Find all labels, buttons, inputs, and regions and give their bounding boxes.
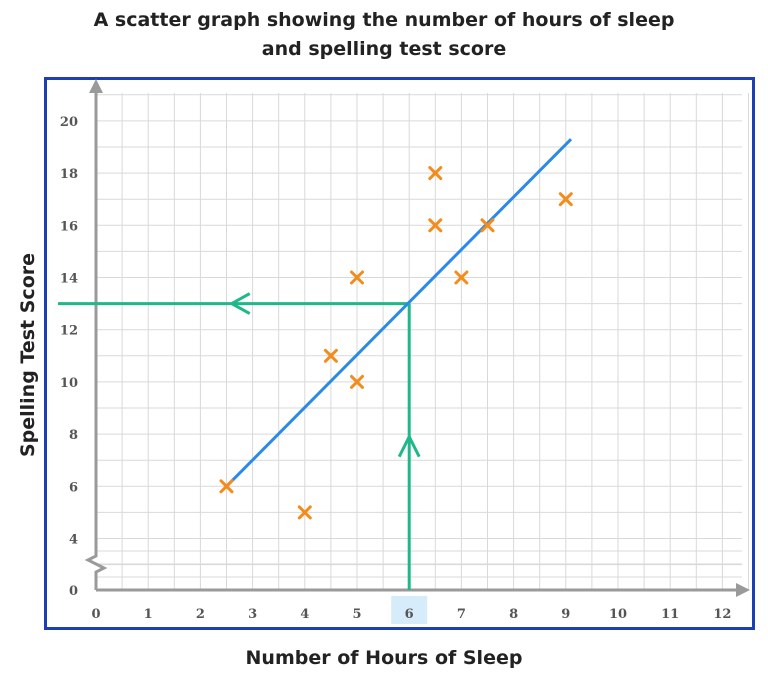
- y-axis: [84, 89, 108, 590]
- data-point: [350, 374, 364, 389]
- data-point: [297, 505, 312, 520]
- data-point: [428, 218, 443, 233]
- y-tick-label: 20: [60, 115, 78, 130]
- highlighted-x-tick-bg: [391, 596, 428, 624]
- chart-title-line-2: and spelling test score: [261, 38, 507, 60]
- x-tick-label: 2: [196, 607, 205, 622]
- line-of-best-fit: [225, 138, 573, 488]
- data-point: [219, 479, 234, 494]
- data-point: [323, 348, 338, 363]
- estimate-vertical-arrow: [397, 433, 421, 458]
- x-tick-label: 9: [561, 607, 570, 622]
- y-tick-label: 10: [60, 376, 78, 391]
- chart-title: A scatter graph showing the number of ho…: [0, 6, 768, 64]
- x-tick-label: 0: [91, 607, 100, 622]
- x-tick-label: 4: [300, 607, 309, 622]
- chart-title-line-1: A scatter graph showing the number of ho…: [93, 9, 675, 31]
- data-point: [480, 218, 495, 233]
- y-tick-label: 6: [69, 480, 78, 495]
- data-point: [558, 192, 573, 207]
- y-tick-label: 18: [60, 167, 78, 182]
- y-tick-label: 0: [69, 584, 78, 599]
- data-point: [428, 166, 443, 181]
- data-point: [454, 270, 469, 285]
- x-tick-label: 8: [509, 607, 518, 622]
- y-tick-label: 14: [60, 272, 78, 287]
- x-tick-label: 11: [661, 607, 679, 622]
- x-tick-label: 10: [609, 607, 627, 622]
- x-tick-label: 5: [352, 607, 361, 622]
- x-axis-arrow: [736, 583, 750, 597]
- y-tick-label: 4: [69, 533, 78, 548]
- x-tick-label: 12: [713, 607, 731, 622]
- estimate-horizontal-arrow: [228, 292, 251, 315]
- y-tick-label: 8: [69, 428, 78, 443]
- x-tick-label: 6: [405, 607, 414, 622]
- chart-frame: [44, 77, 755, 630]
- x-tick-label: 7: [457, 607, 466, 622]
- x-tick-label: 3: [248, 607, 257, 622]
- y-tick-label: 12: [60, 324, 78, 339]
- x-tick-label: 1: [144, 607, 153, 622]
- x-axis-label: Number of Hours of Sleep: [245, 647, 523, 669]
- y-axis-arrow: [89, 79, 103, 93]
- y-tick-label: 16: [60, 219, 78, 234]
- data-point: [350, 270, 364, 285]
